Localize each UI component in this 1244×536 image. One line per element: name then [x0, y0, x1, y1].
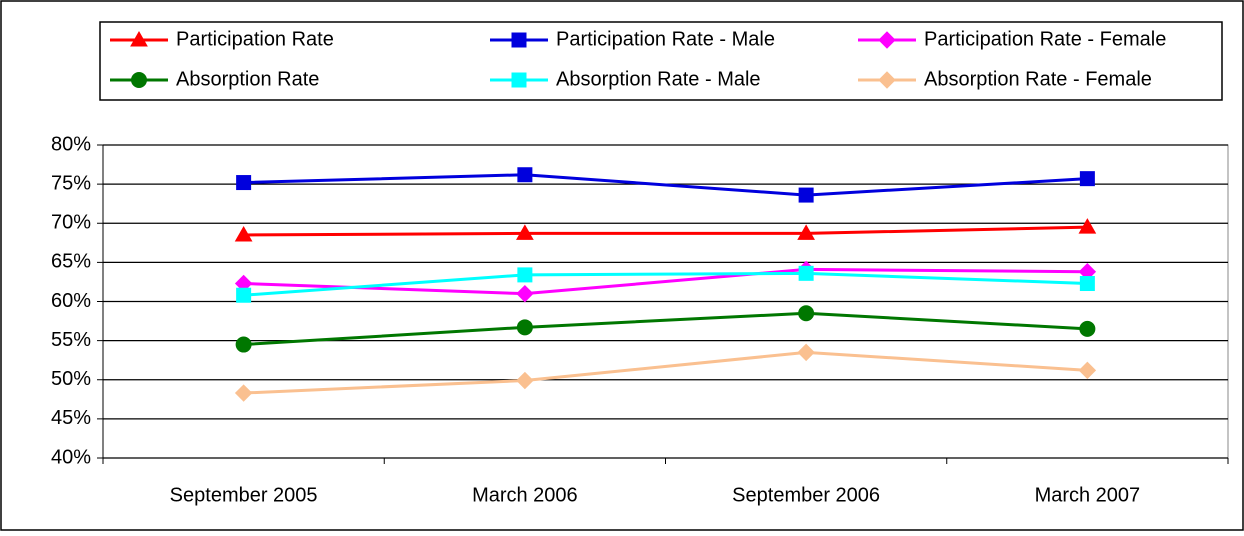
y-tick-label: 45%	[51, 407, 91, 429]
marker	[798, 305, 815, 322]
y-tick-label: 70%	[51, 212, 91, 234]
marker	[1078, 361, 1097, 380]
marker	[516, 371, 534, 390]
y-tick-label: 40%	[51, 446, 91, 468]
legend-label: Participation Rate - Male	[556, 28, 775, 50]
series-line	[243, 350, 1088, 395]
y-tick-label: 65%	[51, 251, 91, 273]
y-tick-label: 50%	[51, 368, 91, 390]
marker	[235, 336, 252, 353]
y-tick-label: 55%	[51, 329, 91, 351]
y-tick-label: 80%	[51, 133, 91, 155]
marker	[516, 284, 534, 303]
y-tick-label: 60%	[51, 290, 91, 312]
marker	[798, 187, 814, 203]
x-tick-label: September 2005	[170, 484, 318, 506]
marker	[878, 71, 896, 89]
marker	[236, 175, 252, 191]
marker	[798, 265, 814, 281]
marker	[797, 224, 815, 240]
series-line	[243, 267, 1088, 296]
marker	[234, 384, 253, 402]
legend-box	[99, 21, 1223, 101]
series-line	[243, 311, 1088, 347]
legend-label: Absorption Rate - Female	[924, 68, 1152, 90]
legend-label: Participation Rate	[176, 28, 334, 50]
x-tick-label: March 2007	[1035, 484, 1141, 506]
legend-label: Absorption Rate	[176, 68, 319, 90]
marker	[878, 31, 896, 49]
marker	[517, 167, 533, 183]
marker	[1079, 276, 1095, 292]
series-line	[243, 271, 1088, 297]
marker	[797, 343, 815, 362]
marker	[131, 72, 147, 88]
marker	[516, 319, 533, 336]
marker	[517, 267, 533, 283]
marker	[236, 287, 252, 303]
legend-label: Absorption Rate - Male	[556, 68, 761, 90]
marker	[1079, 171, 1095, 187]
series-line	[243, 173, 1088, 197]
marker	[1078, 218, 1097, 234]
marker	[511, 72, 527, 88]
x-tick-label: March 2006	[472, 484, 578, 506]
series-line	[243, 225, 1088, 237]
marker	[130, 30, 148, 47]
x-tick-label: September 2006	[732, 484, 880, 506]
legend-label: Participation Rate - Female	[924, 28, 1166, 50]
y-tick-label: 75%	[51, 172, 91, 194]
marker	[516, 224, 534, 240]
marker	[1079, 320, 1096, 337]
marker	[511, 32, 527, 48]
marker	[234, 225, 253, 242]
